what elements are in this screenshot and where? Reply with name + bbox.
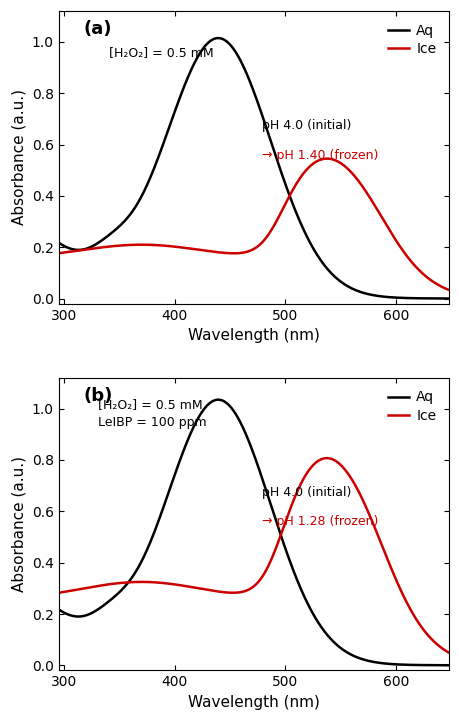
X-axis label: Wavelength (nm): Wavelength (nm) bbox=[187, 328, 319, 343]
Line: Ice: Ice bbox=[58, 458, 450, 654]
Text: (b): (b) bbox=[84, 386, 113, 404]
Ice bbox=[246, 247, 252, 255]
Aq bbox=[246, 76, 252, 85]
Line: Ice: Ice bbox=[58, 159, 450, 291]
Ice bbox=[436, 281, 442, 290]
Y-axis label: Absorbance (a.u.): Absorbance (a.u.) bbox=[11, 456, 26, 592]
Aq bbox=[448, 661, 453, 670]
Aq bbox=[215, 34, 220, 43]
Aq bbox=[364, 656, 370, 665]
Aq bbox=[436, 294, 442, 303]
Ice bbox=[76, 246, 81, 255]
Legend: Aq, Ice: Aq, Ice bbox=[382, 385, 441, 428]
Aq bbox=[236, 416, 241, 425]
Legend: Aq, Ice: Aq, Ice bbox=[382, 18, 441, 61]
Ice bbox=[448, 650, 453, 658]
Ice bbox=[436, 642, 442, 651]
Text: [H₂O₂] = 0.5 mM: [H₂O₂] = 0.5 mM bbox=[109, 46, 213, 59]
Text: → pH 1.40 (frozen): → pH 1.40 (frozen) bbox=[261, 149, 377, 162]
Ice bbox=[236, 249, 241, 257]
X-axis label: Wavelength (nm): Wavelength (nm) bbox=[187, 695, 319, 710]
Y-axis label: Absorbance (a.u.): Absorbance (a.u.) bbox=[11, 89, 26, 226]
Aq bbox=[448, 294, 453, 303]
Aq bbox=[246, 439, 252, 448]
Aq bbox=[236, 54, 241, 63]
Ice bbox=[76, 585, 81, 593]
Text: → pH 1.28 (frozen): → pH 1.28 (frozen) bbox=[261, 516, 377, 528]
Ice bbox=[236, 588, 241, 597]
Ice bbox=[364, 507, 370, 516]
Aq bbox=[215, 395, 220, 404]
Line: Aq: Aq bbox=[58, 399, 450, 665]
Ice bbox=[323, 454, 329, 462]
Aq bbox=[56, 238, 61, 247]
Ice bbox=[436, 642, 442, 651]
Aq bbox=[436, 661, 442, 670]
Text: (a): (a) bbox=[84, 20, 112, 38]
Aq bbox=[364, 290, 370, 298]
Ice bbox=[364, 190, 370, 199]
Aq bbox=[436, 294, 442, 303]
Ice bbox=[436, 281, 442, 290]
Aq bbox=[56, 605, 61, 614]
Ice bbox=[246, 585, 252, 593]
Aq bbox=[436, 661, 442, 670]
Aq bbox=[76, 246, 81, 255]
Line: Aq: Aq bbox=[58, 38, 450, 298]
Text: [H₂O₂] = 0.5 mM
LeIBP = 100 ppm: [H₂O₂] = 0.5 mM LeIBP = 100 ppm bbox=[97, 398, 206, 429]
Ice bbox=[56, 588, 61, 597]
Ice bbox=[448, 286, 453, 295]
Ice bbox=[324, 154, 329, 163]
Ice bbox=[56, 249, 61, 257]
Aq bbox=[76, 612, 81, 621]
Text: pH 4.0 (initial): pH 4.0 (initial) bbox=[261, 486, 350, 499]
Text: pH 4.0 (initial): pH 4.0 (initial) bbox=[261, 120, 350, 133]
